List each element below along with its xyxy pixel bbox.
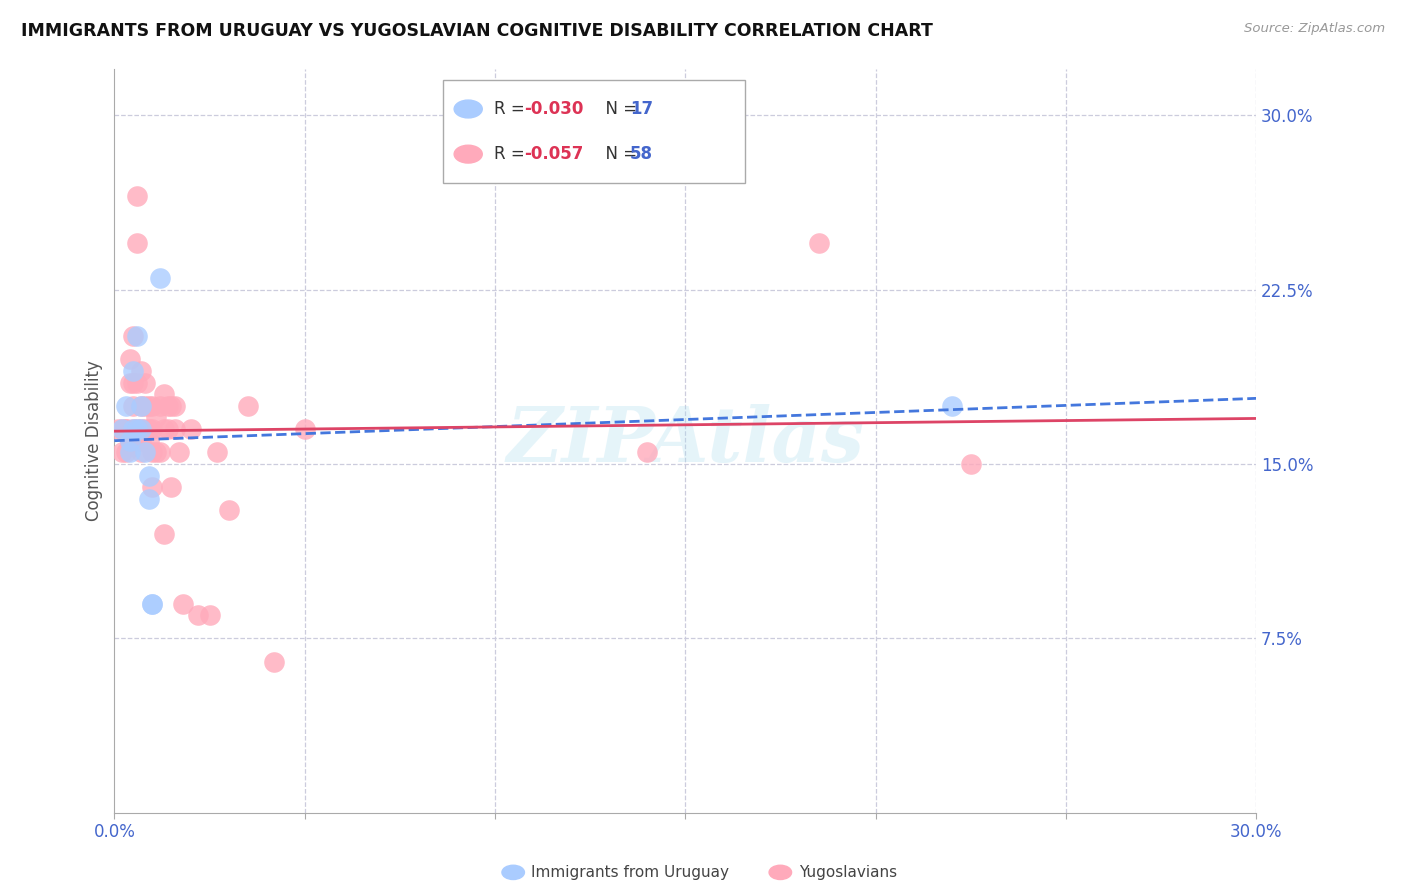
Point <box>114 399 136 413</box>
Point <box>127 422 149 436</box>
Point <box>156 399 179 413</box>
Point <box>205 445 228 459</box>
Text: ZIPAtlas: ZIPAtlas <box>506 404 865 478</box>
Point <box>145 445 167 459</box>
Point <box>114 422 136 436</box>
Point <box>129 422 152 436</box>
Point <box>141 597 163 611</box>
Point <box>118 376 141 390</box>
Point <box>263 655 285 669</box>
Point <box>118 352 141 367</box>
Point <box>941 399 963 413</box>
Point <box>165 422 187 436</box>
Point <box>134 422 156 436</box>
Point <box>118 434 141 448</box>
Point <box>122 376 145 390</box>
Text: IMMIGRANTS FROM URUGUAY VS YUGOSLAVIAN COGNITIVE DISABILITY CORRELATION CHART: IMMIGRANTS FROM URUGUAY VS YUGOSLAVIAN C… <box>21 22 934 40</box>
Point <box>138 422 160 436</box>
Point <box>122 422 145 436</box>
Point <box>149 271 172 285</box>
Point <box>141 597 163 611</box>
Point <box>118 445 141 459</box>
Point <box>153 526 176 541</box>
Point <box>111 422 134 436</box>
Point <box>141 422 163 436</box>
Point <box>218 503 240 517</box>
Point <box>134 376 156 390</box>
Point <box>107 422 129 436</box>
Point <box>153 387 176 401</box>
Text: 17: 17 <box>630 100 652 118</box>
Point <box>127 235 149 250</box>
Point <box>156 422 179 436</box>
Point <box>118 434 141 448</box>
Point <box>127 329 149 343</box>
Point <box>138 399 160 413</box>
Text: Immigrants from Uruguay: Immigrants from Uruguay <box>531 865 730 880</box>
Point <box>172 597 194 611</box>
Point <box>149 445 172 459</box>
Point <box>122 422 145 436</box>
Point <box>145 410 167 425</box>
Y-axis label: Cognitive Disability: Cognitive Disability <box>86 360 103 521</box>
Point <box>198 608 221 623</box>
Text: Source: ZipAtlas.com: Source: ZipAtlas.com <box>1244 22 1385 36</box>
Text: R =: R = <box>494 145 530 163</box>
Point <box>111 445 134 459</box>
Point <box>180 422 202 436</box>
Point <box>187 608 209 623</box>
Point <box>122 399 145 413</box>
Point <box>122 364 145 378</box>
Point <box>129 445 152 459</box>
Point <box>138 468 160 483</box>
Text: -0.057: -0.057 <box>524 145 583 163</box>
Point <box>127 189 149 203</box>
Point <box>141 445 163 459</box>
Point <box>294 422 316 436</box>
Point <box>138 434 160 448</box>
Text: N =: N = <box>595 100 643 118</box>
Text: Yugoslavians: Yugoslavians <box>799 865 897 880</box>
Point <box>138 491 160 506</box>
Point <box>129 434 152 448</box>
Point <box>160 399 183 413</box>
Point <box>129 399 152 413</box>
Text: 58: 58 <box>630 145 652 163</box>
Point <box>129 364 152 378</box>
Text: R =: R = <box>494 100 530 118</box>
Point <box>807 235 830 250</box>
Point <box>114 445 136 459</box>
Point <box>127 422 149 436</box>
Point <box>122 329 145 343</box>
Point <box>165 399 187 413</box>
Point <box>141 399 163 413</box>
Point <box>160 480 183 494</box>
Point <box>153 422 176 436</box>
Point <box>134 399 156 413</box>
Point <box>149 399 172 413</box>
Text: N =: N = <box>595 145 643 163</box>
Point <box>129 422 152 436</box>
Point <box>236 399 259 413</box>
Point <box>141 480 163 494</box>
Point <box>127 376 149 390</box>
Point <box>114 422 136 436</box>
Point <box>111 422 134 436</box>
Point <box>167 445 190 459</box>
Point <box>134 445 156 459</box>
Point <box>636 445 658 459</box>
Text: -0.030: -0.030 <box>524 100 583 118</box>
Point <box>129 399 152 413</box>
Point <box>959 457 981 471</box>
